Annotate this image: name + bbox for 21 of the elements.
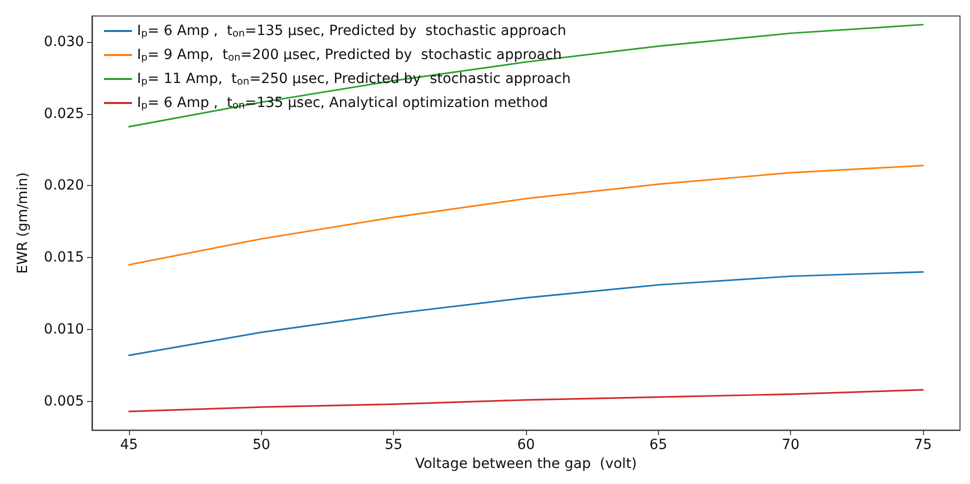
legend-label: Ip= 6 Amp , ton=135 μsec, Predicted by stochastic approach [137, 23, 566, 40]
x-tick-label: 50 [252, 437, 270, 454]
y-tick-label: 0.015 [44, 250, 84, 266]
x-tick-label: 75 [914, 437, 932, 454]
y-tick-label: 0.025 [44, 106, 84, 122]
line-series [128, 164, 924, 266]
x-tick-label: 55 [384, 437, 403, 454]
x-axis-title: Voltage between the gap (volt) [415, 456, 637, 472]
line-series [128, 271, 924, 356]
y-axis-title: EWR (gm/min) [15, 172, 31, 274]
x-tick-label: 60 [517, 437, 535, 454]
legend-label: Ip= 9 Amp, ton=200 μsec, Predicted by stochastic approach [137, 47, 562, 64]
x-tick-label: 65 [649, 437, 668, 454]
y-tick-label: 0.010 [44, 321, 84, 338]
y-tick-label: 0.005 [44, 393, 84, 410]
x-tick-label: 70 [782, 437, 800, 454]
line-series [128, 389, 924, 412]
x-tick-label: 45 [120, 437, 138, 454]
y-tick-label: 0.030 [44, 34, 84, 50]
y-tick-label: 0.020 [44, 178, 84, 194]
line-series [128, 24, 924, 128]
